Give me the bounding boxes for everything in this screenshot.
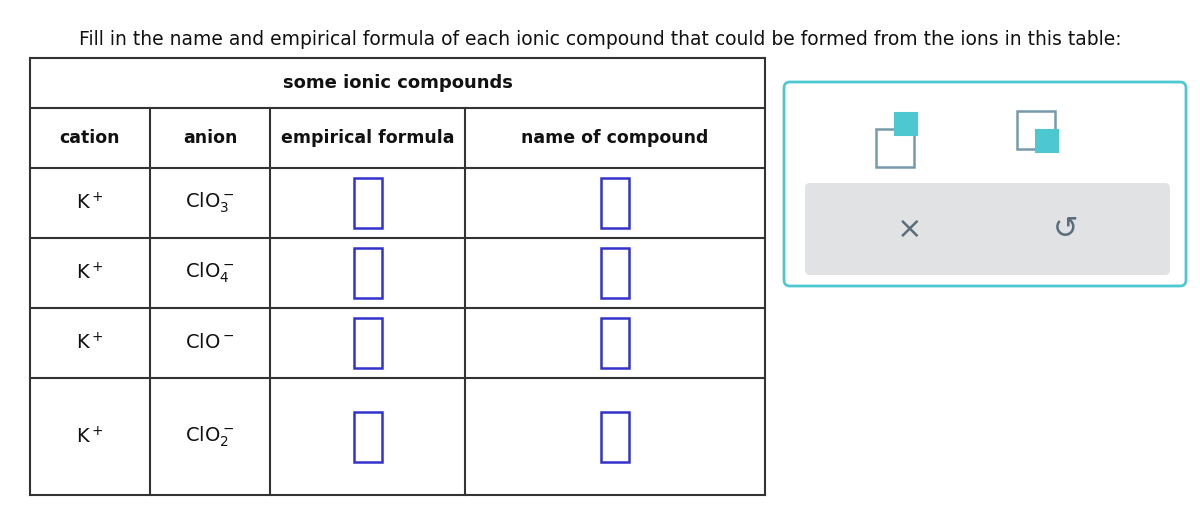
Text: Fill in the name and empirical formula of each ionic compound that could be form: Fill in the name and empirical formula o…: [79, 30, 1121, 49]
Text: ClO$_3^-$: ClO$_3^-$: [185, 191, 235, 215]
Bar: [601, 318, 629, 368]
Bar: [354, 178, 382, 228]
Bar: [1016, 112, 1055, 150]
Text: some ionic compounds: some ionic compounds: [282, 74, 512, 92]
Text: K$^+$: K$^+$: [76, 333, 104, 354]
Text: K$^+$: K$^+$: [76, 192, 104, 213]
Text: K$^+$: K$^+$: [76, 262, 104, 283]
Text: ×: ×: [896, 214, 922, 243]
Bar: [601, 248, 629, 298]
Bar: [354, 318, 382, 368]
Text: ClO$_4^-$: ClO$_4^-$: [185, 261, 235, 285]
Bar: [354, 412, 382, 461]
Text: ClO$_2^-$: ClO$_2^-$: [185, 424, 235, 449]
Bar: [876, 128, 914, 166]
Bar: [895, 113, 918, 135]
Text: ↺: ↺: [1052, 214, 1079, 243]
FancyBboxPatch shape: [784, 82, 1186, 286]
FancyBboxPatch shape: [805, 183, 1170, 275]
Text: name of compound: name of compound: [521, 129, 709, 147]
Bar: [354, 248, 382, 298]
Text: cation: cation: [60, 129, 120, 147]
Text: anion: anion: [182, 129, 238, 147]
Text: ClO$^-$: ClO$^-$: [185, 334, 235, 352]
Bar: [601, 178, 629, 228]
Bar: [601, 412, 629, 461]
Text: K$^+$: K$^+$: [76, 426, 104, 447]
Text: empirical formula: empirical formula: [281, 129, 455, 147]
Bar: [1036, 130, 1058, 153]
